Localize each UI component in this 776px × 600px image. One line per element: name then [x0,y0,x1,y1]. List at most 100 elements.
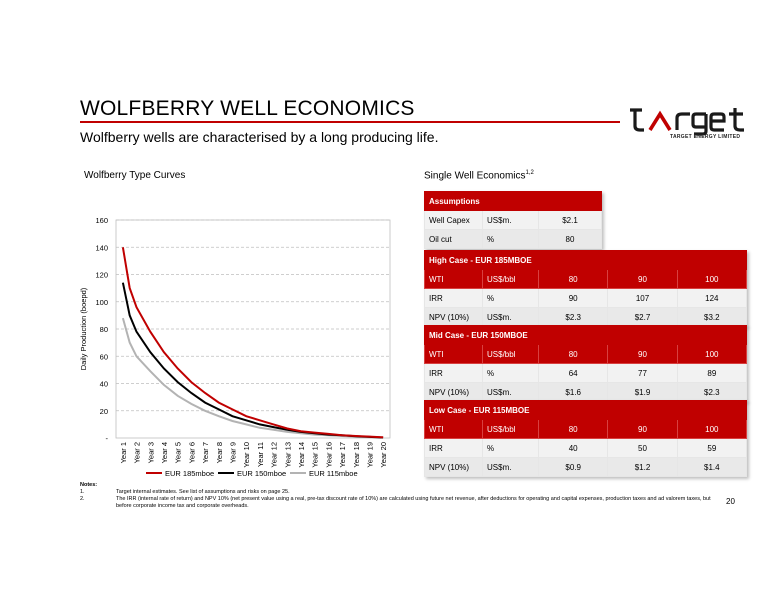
target-logo [630,108,744,136]
table-cell: $2.3 [676,382,748,402]
logo-letter-t [630,108,644,132]
assumptions-table: Assumptions Well Capex US$m. $2.1 Oil cu… [424,191,602,249]
table-cell: $1.2 [607,457,678,477]
col-header: 80 [537,344,609,364]
x-tick-label: Year 4 [160,442,169,463]
row-label: NPV (10%) [424,307,483,327]
slide-title: WOLFBERRY WELL ECONOMICS [80,97,415,120]
footnote-ref: 1,2 [525,170,534,176]
row-label: NPV (10%) [424,382,483,402]
table-cell: 50 [607,438,678,458]
high-case-title: High Case - EUR 185MBOE [424,250,747,270]
economics-section-label: Single Well Economics1,2 [424,170,534,182]
low-case-table: Low Case - EUR 115MBOE WTI US$/bbl 80 90… [424,400,748,477]
footnote-text: The IRR (internal rate of return) and NP… [116,496,711,509]
x-tick-label: Year 14 [297,442,306,468]
table-cell: 90 [537,288,609,308]
y-tick-label: 40 [100,380,108,389]
col-header: 100 [676,344,748,364]
table-cell: 77 [607,363,678,383]
logo-letter-g [691,112,708,136]
x-tick-label: Year 5 [174,442,183,463]
table-cell: $1.6 [537,382,609,402]
table-cell: 59 [676,438,748,458]
assumption-value: 80 [538,229,602,249]
y-tick-label: 140 [95,243,108,252]
page-number: 20 [726,497,735,506]
row-unit: % [482,363,539,383]
footnote-number: 2. [80,496,85,502]
low-case-title: Low Case - EUR 115MBOE [424,400,747,420]
assumption-label: Oil cut [424,229,483,249]
table-cell: $0.9 [537,457,609,477]
table-cell: $2.7 [607,307,678,327]
table-cell: 107 [607,288,678,308]
assumption-unit: % [482,229,539,249]
col-header: 80 [537,419,609,439]
x-tick-label: Year 19 [365,442,374,468]
col-header: WTI [424,344,483,364]
footnote-item: 1. Target internal estimates. See list o… [80,489,716,496]
table-cell: $1.4 [676,457,748,477]
footnote-item: 2. The IRR (internal rate of return) and… [80,496,716,510]
logo-letter-e [709,112,726,132]
logo-letter-t2 [729,108,744,132]
mid-case-table: Mid Case - EUR 150MBOE WTI US$/bbl 80 90… [424,325,748,402]
logo-tagline: TARGET ENERGY LIMITED [670,134,741,140]
col-header: WTI [424,269,483,289]
x-tick-label: Year 1 [119,442,128,463]
x-tick-label: Year 2 [133,442,142,463]
x-tick-label: Year 16 [324,442,333,468]
row-unit: % [482,438,539,458]
row-label: IRR [424,288,483,308]
x-tick-label: Year 3 [146,442,155,463]
table-cell: 40 [537,438,609,458]
y-tick-label: 20 [100,407,108,416]
x-tick-label: Year 17 [338,442,347,468]
col-header: US$/bbl [482,344,539,364]
col-header: US$/bbl [482,269,539,289]
x-tick-label: Year 8 [215,442,224,463]
x-tick-label: Year 7 [201,442,210,463]
col-header: 90 [607,344,678,364]
col-header: 80 [537,269,609,289]
x-tick-label: Year 13 [283,442,292,468]
table-cell: 124 [676,288,748,308]
y-tick-label: 160 [95,216,108,225]
type-curves-chart: - 20 40 60 80 100 120 140 160 Daily Production (b… [79,216,391,478]
row-unit: US$m. [482,457,539,477]
legend-label: EUR 150mboe [237,469,286,478]
col-header: WTI [424,419,483,439]
assumption-unit: US$m. [482,210,539,230]
logo-letter-r [675,112,690,130]
y-tick-label: 80 [100,325,108,334]
y-tick-label: 120 [95,271,108,280]
row-unit: US$m. [482,307,539,327]
series-line [121,247,384,439]
table-cell: $3.2 [676,307,748,327]
high-case-table: High Case - EUR 185MBOE WTI US$/bbl 80 9… [424,250,748,327]
footnotes: Notes: 1. Target internal estimates. See… [80,482,716,510]
x-tick-label: Year 9 [228,442,237,463]
row-label: IRR [424,363,483,383]
row-unit: % [482,288,539,308]
slide-subtitle: Wolfberry wells are characterised by a l… [80,129,439,145]
legend-label: EUR 115mboe [309,469,358,478]
table-cell: 89 [676,363,748,383]
table-cell: 64 [537,363,609,383]
mid-case-title: Mid Case - EUR 150MBOE [424,325,747,345]
col-header: 100 [676,269,748,289]
title-underline [80,121,620,123]
x-tick-label: Year 20 [379,442,388,468]
x-tick-label: Year 12 [270,442,279,468]
table-cell: $1.9 [607,382,678,402]
x-tick-label: Year 18 [352,442,361,468]
x-tick-label: Year 11 [256,442,265,467]
col-header: US$/bbl [482,419,539,439]
table-cell: $2.3 [537,307,609,327]
row-label: IRR [424,438,483,458]
notes-title: Notes: [80,482,98,488]
logo-letter-a [648,110,672,131]
col-header: 90 [607,269,678,289]
x-tick-label: Year 10 [242,442,251,468]
